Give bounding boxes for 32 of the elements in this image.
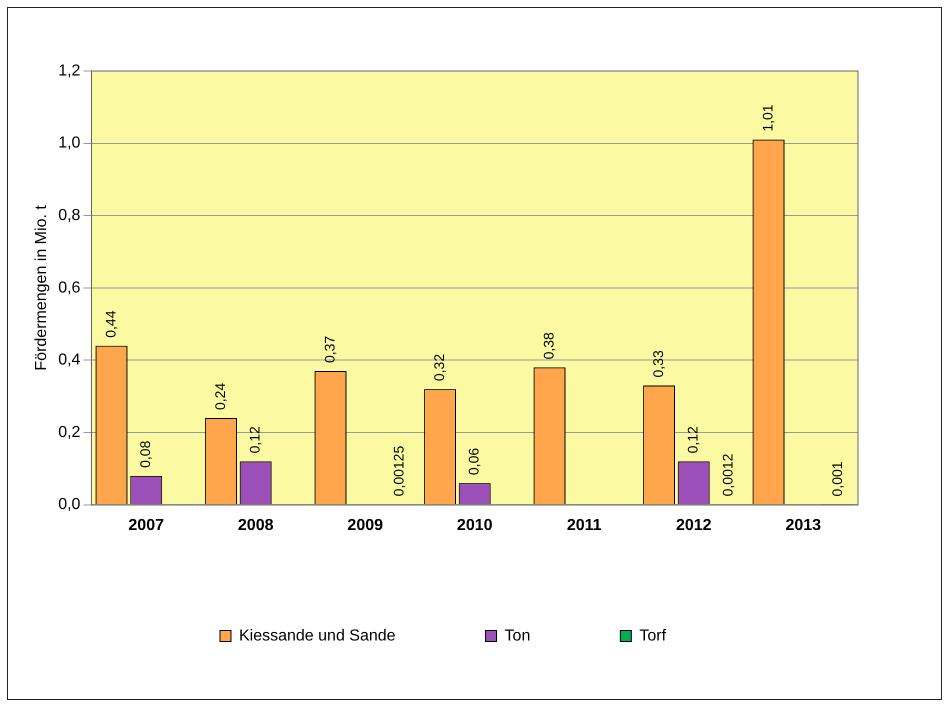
- x-tick-label: 2008: [238, 516, 274, 534]
- y-tick-label: 0,2: [58, 424, 81, 441]
- legend-label: Ton: [504, 627, 530, 644]
- y-axis-title: Fördermengen in Mio. t: [33, 204, 50, 371]
- y-tick-label: 0,8: [58, 207, 81, 224]
- x-tick-label: 2011: [566, 516, 602, 534]
- data-label: 0,06: [466, 448, 482, 476]
- data-label: 1,01: [759, 104, 776, 132]
- x-tick-label: 2009: [347, 516, 384, 534]
- y-tick-label: 1,0: [58, 134, 81, 152]
- legend-label: Torf: [639, 627, 667, 644]
- legend-label: Kiessande und Sande: [238, 627, 396, 644]
- y-tick-label: 1,2: [58, 62, 81, 80]
- data-label: 0,00125: [390, 446, 407, 496]
- data-label: 0,44: [102, 310, 118, 338]
- data-label: 0,08: [137, 440, 154, 468]
- data-label: 0,32: [430, 354, 447, 382]
- y-tick-label: 0,4: [58, 352, 81, 369]
- data-label: 0,24: [212, 382, 228, 410]
- y-tick-label: 0,6: [58, 279, 81, 296]
- data-label: 0,12: [246, 426, 263, 454]
- x-tick-label: 2010: [456, 516, 493, 534]
- data-label: 0,37: [321, 336, 338, 364]
- y-tick-label: 0,0: [58, 496, 81, 514]
- data-label: 0,0012: [719, 453, 736, 496]
- data-label: 0,33: [650, 350, 666, 378]
- x-tick-label: 2007: [128, 516, 164, 534]
- data-label: 0,38: [540, 332, 556, 360]
- data-label: 0,12: [684, 426, 701, 454]
- x-tick-label: 2013: [785, 516, 822, 534]
- data-label: 0,001: [828, 461, 845, 496]
- x-tick-label: 2012: [676, 516, 712, 534]
